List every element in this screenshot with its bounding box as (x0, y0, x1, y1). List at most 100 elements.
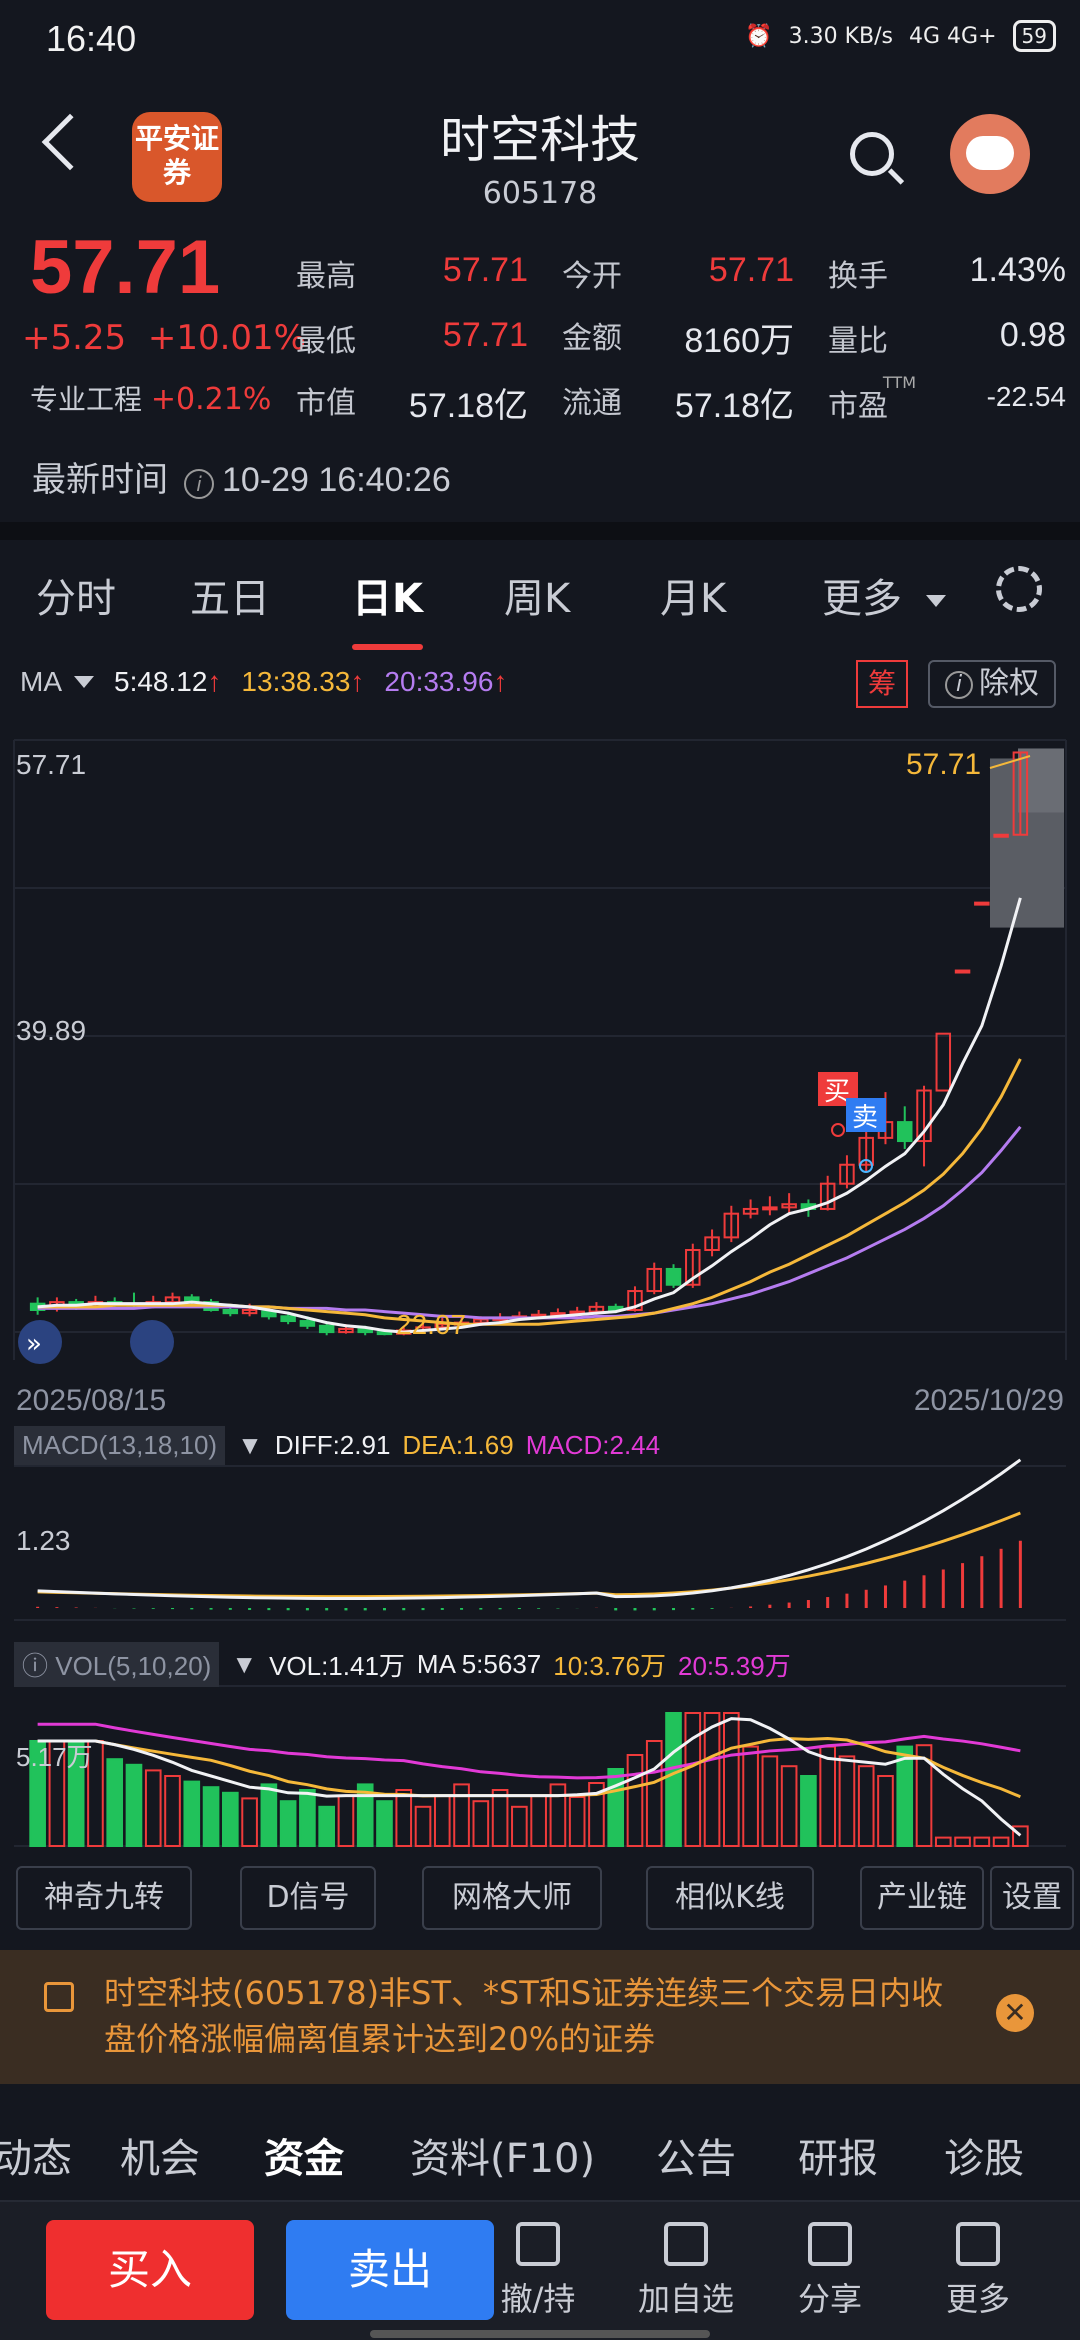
action-label: 更多 (945, 2280, 1010, 2318)
info-tab[interactable]: 诊股 (944, 2136, 1024, 2182)
sell-signal-dot (859, 1159, 873, 1173)
info-icon: i (945, 670, 973, 699)
candle-body (935, 1032, 952, 1092)
volume-bar (260, 1783, 278, 1848)
date-start: 2025/08/15 (16, 1384, 166, 1417)
candle-body (646, 1267, 662, 1293)
risk-notice[interactable]: 时空科技(605178)非ST、*ST和S证券连续三个交易日内收盘价格涨幅偏离值… (0, 1950, 1080, 2084)
ex-rights-button[interactable]: i 除权 (928, 660, 1056, 708)
info-tab[interactable]: 资金 (264, 2136, 344, 2182)
quote-label: 最低 (296, 323, 356, 359)
volume-bar (164, 1775, 181, 1847)
buy-button[interactable]: 买入 (46, 2220, 254, 2320)
volume-bar (665, 1712, 682, 1847)
kline-chart[interactable]: 57.71 39.89 57.71 22.07 买卖 » 2025/08/15 2025/10… (0, 720, 1080, 1860)
candle-body (357, 1327, 373, 1334)
info-tab[interactable]: 机会 (120, 2136, 200, 2182)
date-end: 2025/10/29 (914, 1384, 1064, 1417)
volume-bar (761, 1755, 779, 1848)
tab-4[interactable]: 月K (660, 576, 727, 622)
tool-button[interactable]: 网格大师 (422, 1866, 602, 1930)
volume-bar (202, 1786, 220, 1847)
vol-ma20: 20:5.39万 (677, 1651, 791, 1681)
notice-text: 时空科技(605178)非ST、*ST和S证券连续三个交易日内收盘价格涨幅偏离值… (104, 1974, 944, 2058)
candle-body (627, 1290, 643, 1311)
candle-body (704, 1236, 720, 1251)
close-icon[interactable]: ✕ (996, 1994, 1034, 2032)
quote-label: 量比 (828, 323, 888, 359)
vol-legend[interactable]: ⓘ VOL(5,10,20) ▼ VOL:1.41万 MA 5:5637 10:… (14, 1642, 791, 1687)
share-icon (808, 2222, 852, 2266)
candle-body (241, 1309, 258, 1315)
sector-name: 专业工程 (30, 383, 143, 416)
tool-button[interactable]: 产业链 (860, 1866, 984, 1930)
info-tab[interactable]: 资料(F10) (410, 2136, 596, 2182)
ma5-value: 5:48.12↑ (114, 666, 222, 697)
ma-legend[interactable]: MA 5:48.12↑ 13:38.33↑ 20:33.96↑ (20, 666, 507, 698)
collapse-button (18, 1320, 62, 1364)
shaded-block (1018, 748, 1064, 813)
volume-bar (241, 1797, 258, 1848)
action-label: 分享 (797, 2280, 862, 2318)
tab-2[interactable]: 日K (352, 566, 423, 650)
volume-bar (800, 1775, 817, 1847)
info-tabs: 动态 机会 资金 资料(F10) 公告 研报 诊股 (0, 2100, 1080, 2200)
tab-3[interactable]: 周K (504, 576, 571, 622)
tool-button[interactable]: 相似K线 (646, 1866, 814, 1930)
chevron-down-icon (926, 595, 946, 607)
quote-cell: 流通 57.18亿 (562, 378, 828, 427)
divider (0, 522, 1080, 540)
assistant-avatar-icon[interactable] (950, 114, 1030, 194)
action-item[interactable]: 撤/持 (478, 2222, 598, 2320)
volume-bar (992, 1836, 1010, 1847)
volume-bar (433, 1794, 451, 1847)
signal-icon: 4G 4G+ (909, 23, 997, 49)
action-item[interactable]: 加自选 (626, 2222, 746, 2320)
quote-row: 市值 57.18亿 流通 57.18亿 市盈 -22.54 TTM (296, 370, 1066, 435)
quote-value: 57.71 (708, 250, 794, 289)
tab-5[interactable]: 更多 (822, 566, 946, 624)
volume-bar (684, 1712, 702, 1847)
gear-icon[interactable] (996, 566, 1042, 612)
search-icon[interactable] (850, 132, 894, 176)
macd-legend[interactable]: MACD(13,18,10) ▼ DIFF:2.91 DEA:1.69 MACD… (14, 1426, 660, 1465)
sector-info[interactable]: 专业工程 +0.21% (30, 378, 271, 418)
quote-row: 最低 57.71 金额 8160万 量比 0.98 (296, 305, 1066, 370)
volume-bar (491, 1789, 509, 1847)
dea-line (37, 1511, 1021, 1599)
tool-button[interactable]: 设置 (990, 1866, 1074, 1930)
change-value: +5.25 (22, 318, 127, 358)
quote-value: -22.54 (986, 380, 1066, 412)
tool-button[interactable]: 神奇九转 (16, 1866, 192, 1930)
volume-bar (318, 1805, 335, 1848)
menu-icon (956, 2222, 1000, 2266)
tab-1[interactable]: 五日 (190, 576, 270, 622)
info-tab[interactable]: 公告 (656, 2136, 736, 2182)
sell-button[interactable]: 卖出 (286, 2220, 494, 2320)
action-item[interactable]: 分享 (770, 2222, 890, 2320)
sell-signal-tag (846, 1098, 886, 1132)
indicator-tools: 神奇九转 D信号 网格大师 相似K线 产业链 设置 (0, 1866, 1080, 1938)
volume-bar (723, 1712, 740, 1847)
tool-button[interactable]: D信号 (240, 1866, 376, 1930)
candle-body (473, 1318, 489, 1324)
quote-label: 换手 (828, 258, 888, 294)
volume-bar (877, 1775, 894, 1847)
tab-0[interactable]: 分时 (36, 576, 116, 622)
low-price-marker: 22.07 (396, 1309, 466, 1340)
ma5-line (37, 897, 1022, 1334)
quote-value: 57.71 (442, 250, 528, 289)
macd-dea: DEA:1.69 (402, 1430, 514, 1460)
buy-signal-text: 买 (824, 1077, 850, 1107)
quote-cell: 最低 57.71 (296, 316, 562, 360)
action-item[interactable]: 更多 (918, 2222, 1038, 2320)
volume-bar (1012, 1825, 1029, 1848)
info-tab[interactable]: 研报 (798, 2136, 878, 2182)
volume-bar (568, 1796, 586, 1847)
info-tab[interactable]: 动态 (0, 2136, 72, 2182)
action-label: 加自选 (637, 2280, 734, 2318)
quote-value: 57.18亿 (674, 387, 794, 425)
info-icon[interactable]: i (184, 469, 214, 499)
chip-button[interactable]: 筹 (856, 660, 908, 708)
volume-bar (645, 1740, 663, 1847)
